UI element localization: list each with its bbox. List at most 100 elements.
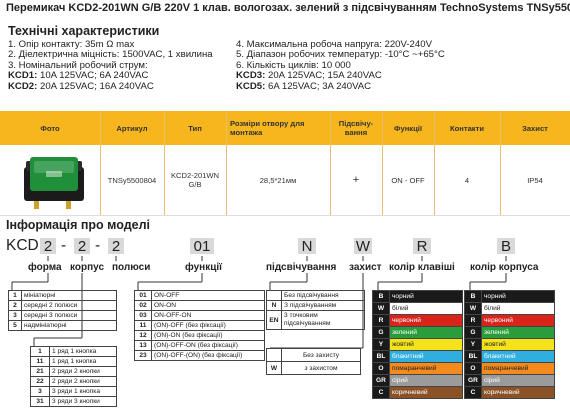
backlight-code: EN: [266, 310, 282, 330]
label-protection: захист: [349, 262, 382, 273]
function-desc: (ON)-OFF-ON (без фіксації): [151, 340, 265, 351]
body-desc: 3 ряди 1 кнопка: [49, 386, 117, 397]
color-swatch: жовтий: [481, 338, 555, 351]
table-row: 22 2 ряди 2 кнопки: [30, 376, 117, 387]
color-swatch: сірий: [481, 374, 555, 387]
spec-line: 5. Діапазон робочих температур: -10°C ~+…: [236, 49, 445, 61]
color-code: BL: [372, 350, 390, 363]
color-swatch: жовтий: [389, 338, 463, 351]
table-row: 2 середні 2 полюси: [8, 300, 117, 311]
model-code: KCD5:: [236, 80, 266, 92]
table-row: 23 (ON)-OFF-(ON) (без фіксації): [134, 350, 265, 361]
cell-function: ON - OFF: [391, 175, 425, 185]
code-segment-poles: 2: [108, 238, 124, 255]
color-swatch: блакитний: [481, 350, 555, 363]
function-desc: ON-ON: [151, 300, 265, 311]
color-code: B: [372, 290, 390, 303]
switch-key: [30, 157, 78, 191]
label-backlight: підсвічування: [266, 262, 337, 273]
model-code: KCD2:: [8, 80, 38, 92]
function-desc: (ON)-OFF-(ON) (без фіксації): [151, 350, 265, 361]
color-swatch: зелений: [389, 326, 463, 339]
function-desc: (ON)-OFF (без фіксації): [151, 320, 265, 331]
label-body: корпус: [70, 262, 105, 273]
label-form: форма: [28, 262, 62, 273]
backlight-desc: З підсвічуванням: [281, 300, 365, 311]
backlight-code: N: [266, 300, 282, 311]
cell-size: 28,5*21мм: [259, 175, 297, 185]
color-code: Y: [372, 338, 390, 351]
function-code: 12: [134, 330, 152, 341]
code-segment-form: 2: [40, 238, 56, 255]
color-swatch: помаранчевий: [481, 362, 555, 375]
cell-type: KCD2-201WN G/B: [170, 171, 220, 189]
code-segment-functions: 01: [190, 238, 214, 255]
table-row: 11 1 ряд 1 кнопка: [30, 356, 117, 367]
color-swatch: червоний: [389, 314, 463, 327]
color-row: BL блакитний: [372, 350, 463, 363]
color-row: BL блакитний: [464, 350, 555, 363]
header-photo: Фото: [40, 123, 60, 133]
function-code: 02: [134, 300, 152, 311]
protection-code: W: [266, 361, 282, 375]
product-table: Фото Артикул Тип Розміри отвору для монт…: [0, 111, 570, 216]
spec-line: 6. Кількість циклів: 10 000: [236, 59, 351, 71]
form-code: 2: [8, 300, 22, 311]
code-dash: -: [61, 237, 67, 254]
header-article: Артикул: [116, 123, 148, 133]
function-desc: (ON)-ON (без фіксації): [151, 330, 265, 341]
function-code: 13: [134, 340, 152, 351]
function-desc: ON-OFF-ON: [151, 310, 265, 321]
color-code: C: [464, 386, 482, 399]
body-desc: 1 ряд 1 кнопка: [49, 346, 117, 357]
color-code: W: [372, 302, 390, 315]
label-body-color: колір корпуса: [470, 262, 539, 273]
body-desc: 2 ряди 2 кнопки: [49, 376, 117, 387]
header-type: Тип: [188, 123, 202, 133]
color-code: G: [372, 326, 390, 339]
code-prefix: KCD: [6, 237, 39, 254]
color-swatch: сірий: [389, 374, 463, 387]
color-code: O: [372, 362, 390, 375]
form-desc: середні 2 полюси: [21, 300, 117, 311]
header-function: Функції: [393, 123, 422, 133]
backlight-desc: 3 точковим підсвічуванням: [281, 310, 365, 330]
function-code: 11: [134, 320, 152, 331]
color-swatch: червоний: [481, 314, 555, 327]
spec-line: 2. Діелектрична міцність: 1500VAC, 1 хви…: [8, 49, 213, 61]
color-code: Y: [464, 338, 482, 351]
header-protection: Захист: [522, 123, 548, 133]
label-functions: функції: [185, 262, 222, 273]
color-swatch: білий: [481, 302, 555, 315]
body-code: 11: [30, 356, 50, 367]
table-row: EN 3 точковим підсвічуванням: [266, 310, 365, 330]
specs-left: 1. Опір контакту: 35m Ω max 2. Діелектри…: [8, 39, 213, 92]
form-code: 1: [8, 290, 22, 301]
table-row: 21 2 ряди 2 кнопки: [30, 366, 117, 377]
color-code: R: [372, 314, 390, 327]
spec-line: 1. Опір контакту: 35m Ω max: [8, 39, 135, 50]
color-swatch: коричневий: [481, 386, 555, 399]
backlight-code: [266, 290, 282, 301]
table-row: 13 (ON)-OFF-ON (без фіксації): [134, 340, 265, 351]
color-code: BL: [464, 350, 482, 363]
table-row: 31 3 ряди 3 кнопки: [30, 396, 117, 407]
body-code: 1: [30, 346, 50, 357]
cell-contacts: 4: [464, 175, 470, 185]
body-desc: 1 ряд 1 кнопка: [49, 356, 117, 367]
